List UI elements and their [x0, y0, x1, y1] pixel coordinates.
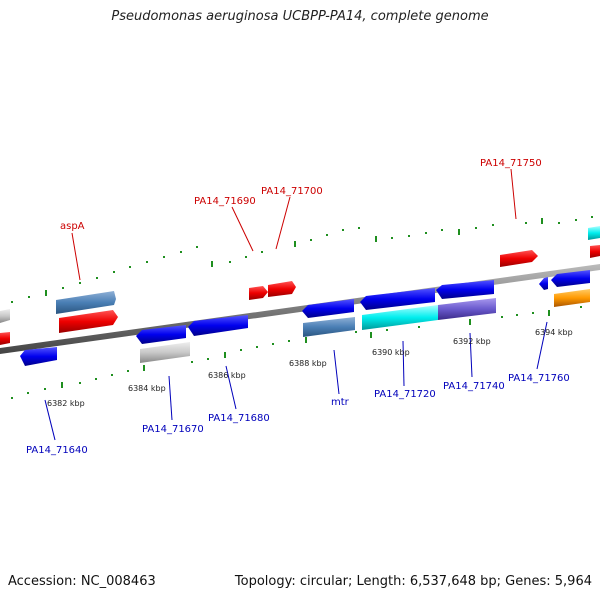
accession-text: Accession: NC_008463	[8, 574, 156, 589]
scale-label: 6390 kbp	[372, 348, 410, 357]
gene-label[interactable]: PA14_71740	[443, 381, 505, 392]
gene-label[interactable]: PA14_71680	[208, 413, 270, 424]
lower-leader-lines	[44, 321, 548, 441]
gene-label[interactable]: PA14_71720	[374, 389, 436, 400]
gene-arrow[interactable]	[551, 270, 590, 287]
genome-backbone	[0, 264, 600, 354]
gene-arrow[interactable]	[140, 342, 190, 363]
gene-arrow[interactable]	[0, 332, 10, 345]
upper-gene-labels: aspA PA14_71690 PA14_71700 PA14_71750	[60, 158, 542, 232]
gene-arrow[interactable]	[590, 245, 600, 258]
genome-summary-text: Topology: circular; Length: 6,537,648 bp…	[234, 574, 592, 589]
gene-arrow[interactable]	[0, 309, 10, 323]
gene-arrow[interactable]	[436, 280, 494, 299]
gene-label[interactable]: PA14_71700	[261, 186, 323, 197]
gene-arrow[interactable]	[438, 298, 496, 320]
gene-arrow[interactable]	[303, 317, 355, 337]
gene-arrow[interactable]	[59, 310, 118, 333]
scale-label: 6386 kbp	[208, 371, 246, 380]
gene-arrow[interactable]	[249, 286, 268, 300]
gene-arrow[interactable]	[56, 291, 116, 314]
gene-label[interactable]: PA14_71670	[142, 424, 204, 435]
gene-arrow[interactable]	[302, 299, 354, 318]
upper-gene-features	[0, 226, 600, 333]
scale-labels: 6382 kbp 6384 kbp 6386 kbp 6388 kbp 6390…	[47, 328, 573, 408]
gene-arrow[interactable]	[362, 305, 438, 330]
scale-label: 6394 kbp	[535, 328, 573, 337]
upper-leader-lines	[71, 168, 517, 281]
lower-gene-features	[0, 270, 590, 366]
upper-tick-track	[11, 216, 593, 303]
map-title: Pseudomonas aeruginosa UCBPP-PA14, compl…	[111, 9, 489, 24]
scale-label: 6388 kbp	[289, 359, 327, 368]
scale-label: 6382 kbp	[47, 399, 85, 408]
gene-arrow[interactable]	[539, 277, 548, 290]
gene-arrow[interactable]	[188, 315, 248, 336]
lower-gene-labels: PA14_71640 PA14_71670 PA14_71680 mtr PA1…	[26, 373, 570, 456]
gene-label[interactable]: PA14_71690	[194, 196, 256, 207]
scale-label: 6384 kbp	[128, 384, 166, 393]
gene-label[interactable]: PA14_71750	[480, 158, 542, 169]
gene-arrow[interactable]	[136, 325, 186, 344]
gene-label[interactable]: PA14_71640	[26, 445, 88, 456]
scale-label: 6392 kbp	[453, 337, 491, 346]
gene-label[interactable]: aspA	[60, 221, 85, 232]
gene-arrow[interactable]	[268, 281, 296, 297]
gene-arrow[interactable]	[554, 289, 590, 307]
gene-arrow[interactable]	[20, 347, 57, 366]
gene-arrow[interactable]	[360, 288, 435, 310]
lower-tick-track	[11, 306, 582, 399]
gene-arrow[interactable]	[500, 250, 538, 267]
gene-arrow[interactable]	[588, 226, 600, 240]
gene-label[interactable]: PA14_71760	[508, 373, 570, 384]
gene-label[interactable]: mtr	[331, 397, 350, 408]
